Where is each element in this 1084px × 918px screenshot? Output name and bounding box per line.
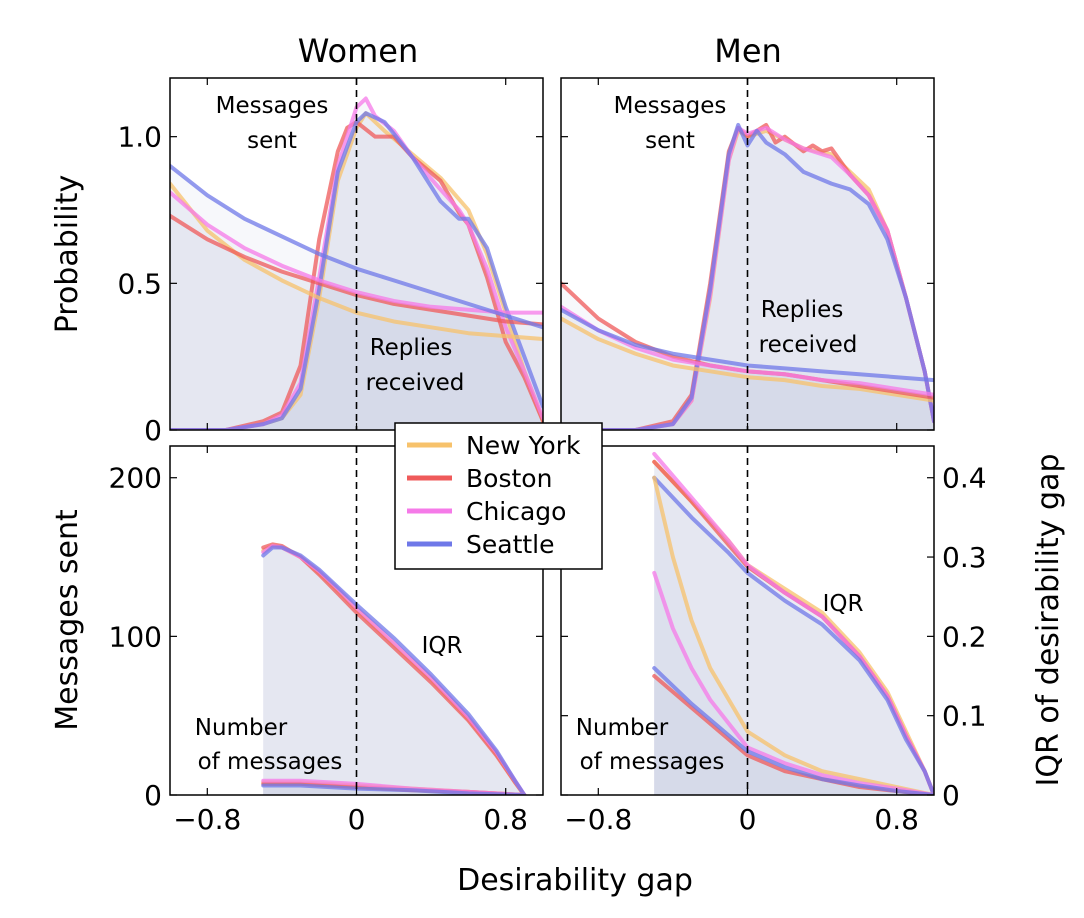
anno-women-number: Number bbox=[195, 715, 288, 741]
line-replies-received-chicago bbox=[170, 190, 543, 315]
area-replies-received-boston bbox=[561, 283, 934, 430]
xtick-label: −0.8 bbox=[173, 803, 241, 836]
ylabel-iqr: IQR of desirability gap bbox=[1031, 453, 1066, 786]
line-replies-received-seattle bbox=[561, 307, 934, 383]
line-number-of-messages-seattle bbox=[261, 783, 527, 795]
xtick-label: −0.8 bbox=[564, 803, 632, 836]
ytick-label: 0.4 bbox=[942, 462, 987, 495]
ytick-label: 0.3 bbox=[942, 541, 987, 574]
area-iqr-chicago bbox=[263, 545, 525, 795]
area-iqr-new-york bbox=[263, 545, 525, 795]
anno-men-sent: sent bbox=[645, 128, 695, 154]
legend-label-chicago: Chicago bbox=[466, 497, 566, 526]
ylabel-messages-sent: Messages sent bbox=[50, 509, 85, 731]
anno-men-messages: Messages bbox=[614, 93, 727, 119]
xtick-label: 0 bbox=[348, 803, 366, 836]
ytick-label: 0.2 bbox=[942, 620, 987, 653]
area-number-of-messages-boston bbox=[654, 676, 934, 795]
legend-label-seattle: Seattle bbox=[466, 530, 555, 559]
anno-women-sent: sent bbox=[247, 128, 297, 154]
area-messages-sent-seattle bbox=[561, 124, 934, 430]
anno-men-number: Number bbox=[576, 715, 669, 741]
area-iqr-seattle bbox=[263, 547, 525, 795]
area-number-of-messages-chicago bbox=[654, 572, 934, 795]
ytick-label: 0 bbox=[144, 414, 162, 447]
line-number-of-messages-new-york bbox=[652, 475, 934, 795]
panel-men-messages: −0.8 0 0.8 0 0.1 0.2 0.3 0.4 bbox=[560, 445, 987, 836]
area-messages-sent-chicago bbox=[561, 127, 934, 430]
line-messages-sent-seattle bbox=[561, 122, 934, 430]
ytick-label: 1.0 bbox=[117, 121, 162, 154]
line-replies-received-seattle bbox=[170, 164, 543, 330]
ytick-label: 0.1 bbox=[942, 700, 987, 733]
ylabel-probability: Probability bbox=[50, 175, 85, 334]
title-men: Men bbox=[714, 32, 782, 70]
anno-women-messages: Messages bbox=[216, 93, 329, 119]
area-replies-received-new-york bbox=[170, 183, 543, 430]
area-messages-sent-new-york bbox=[561, 130, 934, 430]
area-messages-sent-boston bbox=[561, 124, 934, 430]
line-messages-sent-seattle bbox=[170, 111, 543, 430]
ytick-label: 0.5 bbox=[117, 267, 162, 300]
anno-women-replies: Replies bbox=[370, 335, 453, 361]
ytick-label: 100 bbox=[109, 620, 162, 653]
line-number-of-messages-seattle bbox=[652, 666, 934, 795]
anno-women-iqr: IQR bbox=[422, 633, 463, 659]
legend-label-boston: Boston bbox=[466, 464, 552, 493]
xtick-label: 0.8 bbox=[874, 803, 919, 836]
panel-men-probability bbox=[560, 77, 935, 431]
title-women: Women bbox=[298, 32, 418, 70]
xtick-label: 0 bbox=[739, 803, 757, 836]
area-iqr-new-york bbox=[654, 461, 934, 795]
area-replies-received-chicago bbox=[561, 306, 934, 430]
legend-label-new-york: New York bbox=[466, 431, 581, 460]
anno-men-received: received bbox=[759, 332, 858, 358]
anno-women-received: received bbox=[366, 370, 465, 396]
panel-women-messages: −0.8 0 0.8 0 100 200 bbox=[109, 445, 544, 836]
area-iqr-boston bbox=[654, 461, 934, 795]
area-replies-received-new-york bbox=[561, 318, 934, 430]
legend: New York Boston Chicago Seattle bbox=[394, 422, 603, 570]
anno-men-replies: Replies bbox=[761, 297, 844, 323]
line-iqr-seattle bbox=[652, 475, 934, 795]
panel-women-probability: 0 0.5 1.0 bbox=[117, 77, 544, 447]
xlabel: Desirability gap bbox=[457, 863, 693, 898]
area-number-of-messages-seattle bbox=[654, 668, 934, 795]
anno-women-of-messages: of messages bbox=[198, 749, 343, 775]
line-replies-received-new-york bbox=[561, 316, 934, 403]
ytick-label: 200 bbox=[109, 462, 162, 495]
ytick-label: 0 bbox=[942, 779, 960, 812]
xtick-label: 0.8 bbox=[483, 803, 528, 836]
anno-men-of-messages: of messages bbox=[580, 749, 725, 775]
ytick-label: 0 bbox=[144, 779, 162, 812]
anno-men-iqr: IQR bbox=[823, 591, 864, 617]
area-iqr-boston bbox=[263, 544, 525, 795]
